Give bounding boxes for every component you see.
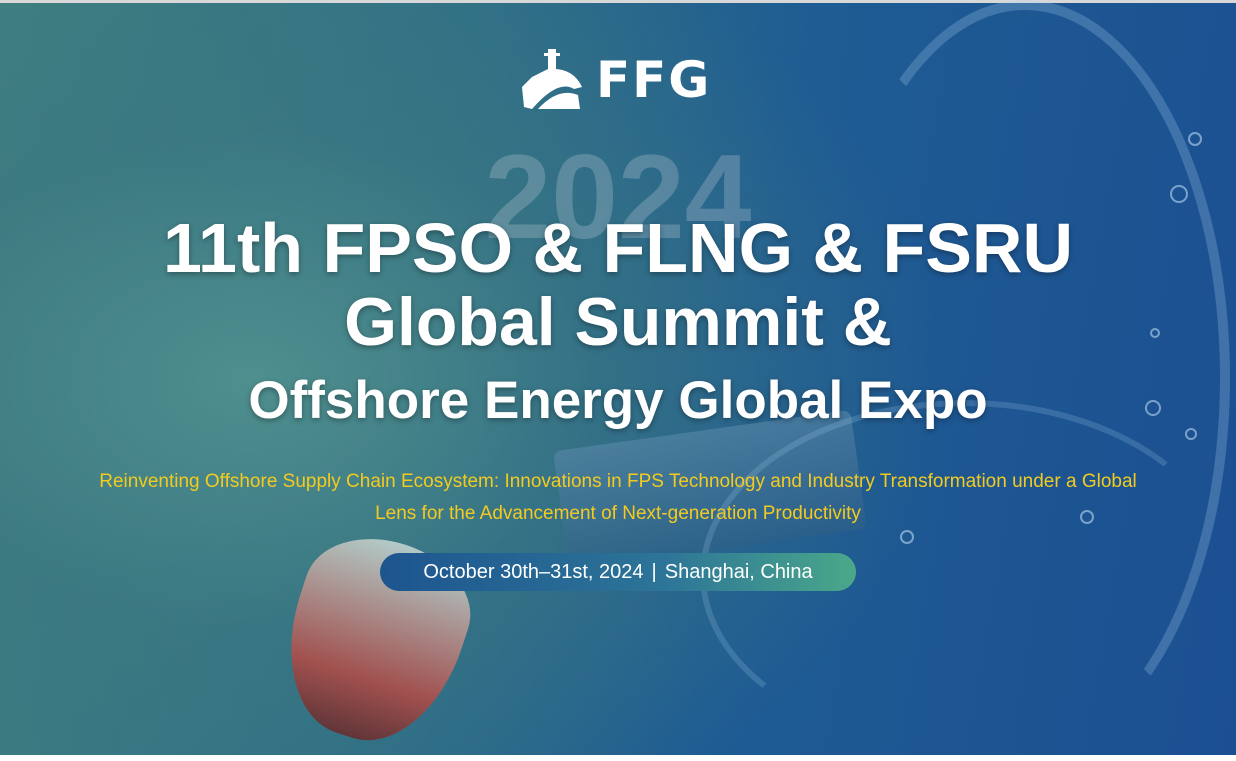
bubble-decoration — [1185, 428, 1197, 440]
bubble-decoration — [1150, 328, 1160, 338]
bubble-decoration — [1170, 185, 1188, 203]
top-border — [0, 0, 1236, 3]
bubble-decoration — [1145, 400, 1161, 416]
theme-subtitle: Reinventing Offshore Supply Chain Ecosys… — [99, 471, 1137, 524]
event-info-pill: October 30th–31st, 2024 | Shanghai, Chin… — [380, 553, 856, 591]
ffg-logo: FFG — [518, 47, 711, 113]
year-watermark: 2024 — [484, 130, 752, 264]
ship-icon — [522, 49, 582, 109]
title-line-3: Offshore Energy Global Expo — [248, 371, 988, 430]
title-line-1: 11th FPSO & FLNG & FSRU — [162, 209, 1074, 287]
title-line-2: Global Summit & — [344, 284, 892, 360]
bubble-decoration — [1188, 132, 1202, 146]
bubble-decoration — [900, 530, 914, 544]
bubble-decoration — [1080, 510, 1094, 524]
event-location: Shanghai, China — [664, 560, 813, 583]
separator: | — [651, 560, 657, 583]
water-splash-decoration — [820, 0, 1230, 755]
logo-text: FFG — [596, 51, 712, 109]
event-date: October 30th–31st, 2024 — [423, 560, 644, 583]
